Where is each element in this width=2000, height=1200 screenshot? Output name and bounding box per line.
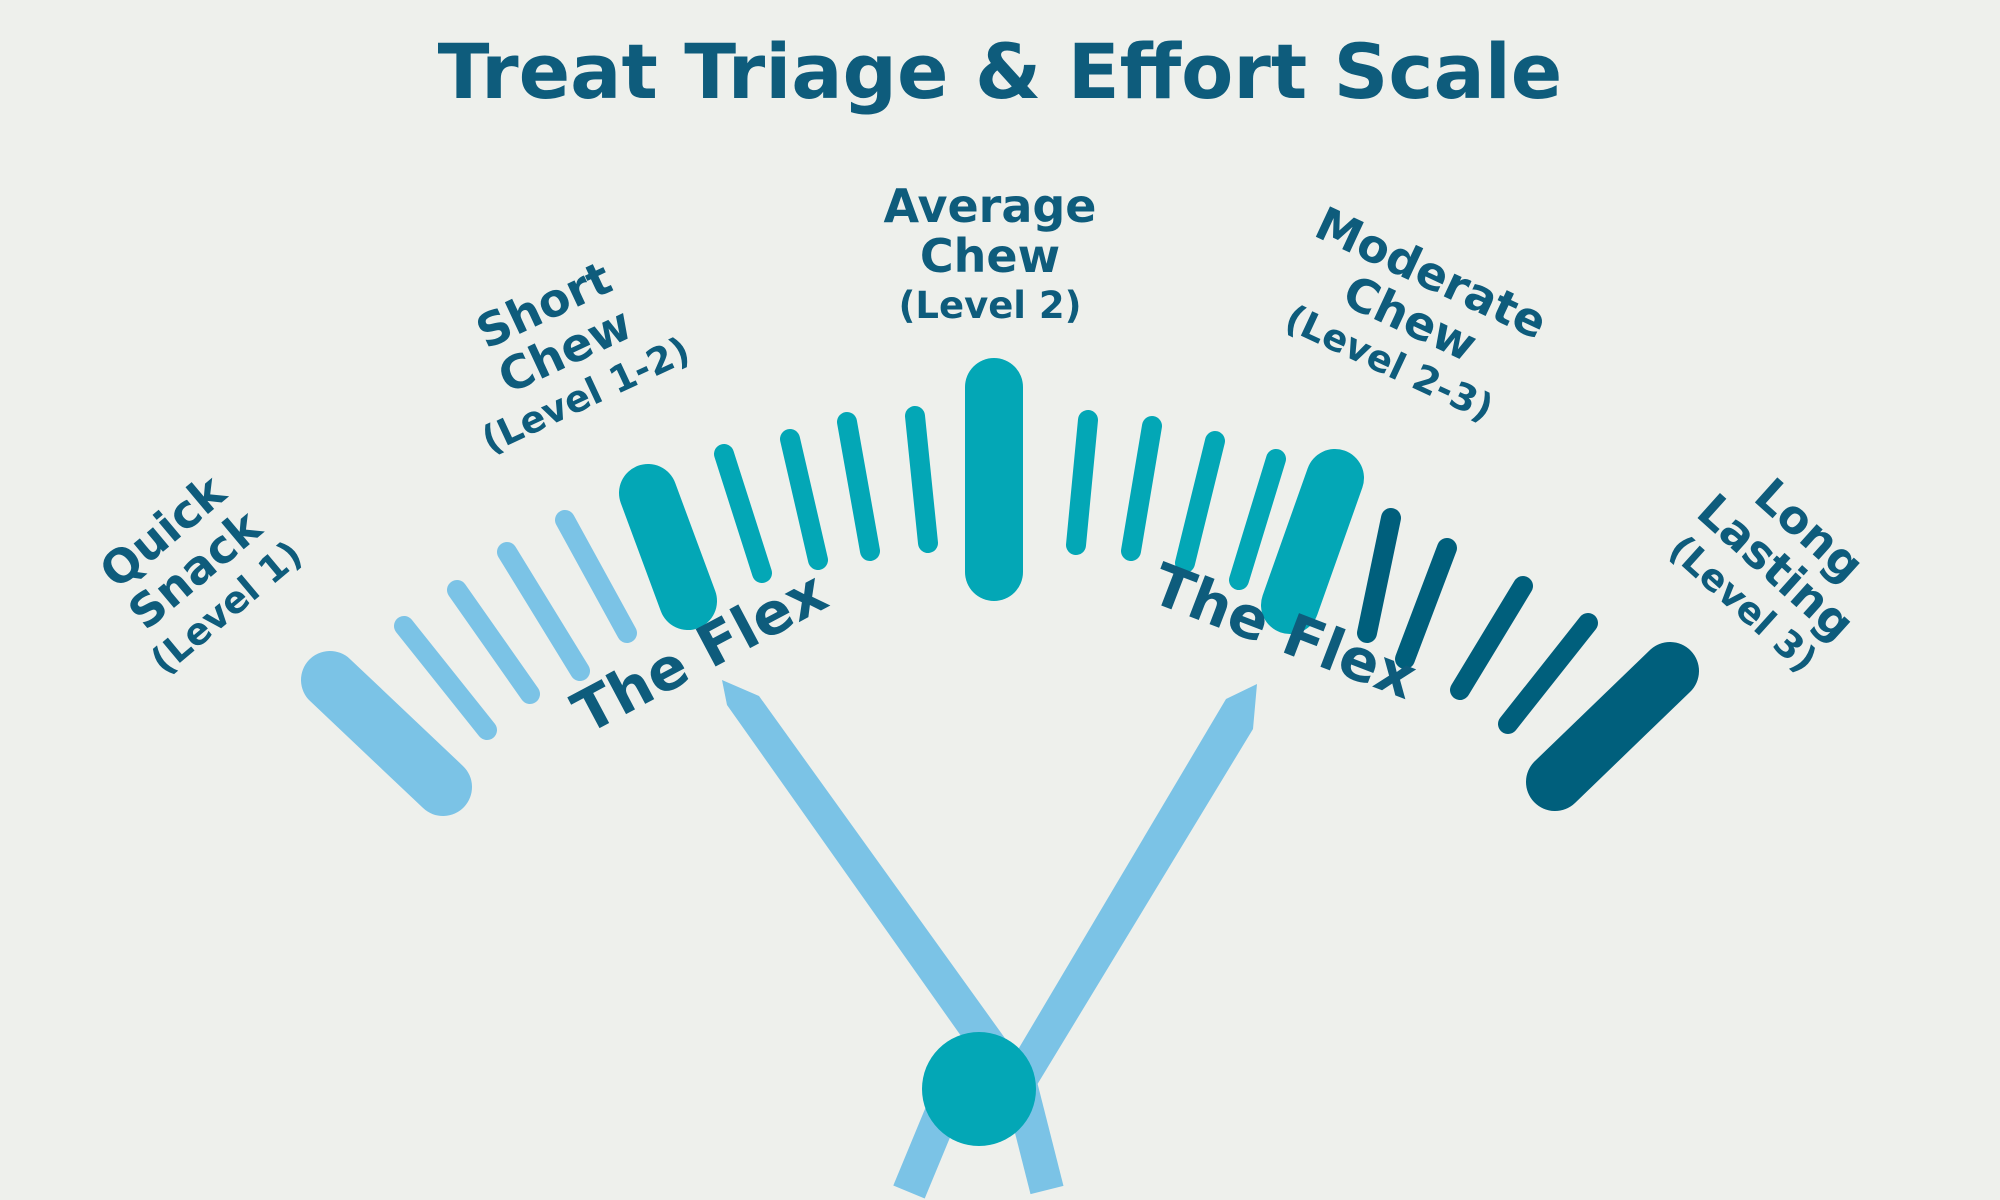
zone-average-chew: Average Chew (Level 2) xyxy=(884,179,1097,327)
zone-name-line2: Chew xyxy=(920,229,1060,283)
zone-level: (Level 2) xyxy=(898,284,1081,327)
gauge-hub xyxy=(922,1032,1036,1146)
major-tick-1 xyxy=(301,651,472,816)
gauge-ticks xyxy=(301,358,1699,816)
needle-left xyxy=(722,680,1035,1101)
major-tick-6 xyxy=(619,464,717,630)
minor-tick-2 xyxy=(394,616,497,740)
needles xyxy=(722,680,1257,1199)
minor-tick-14 xyxy=(1175,431,1225,573)
needle-right xyxy=(1000,684,1257,1103)
minor-tick-20 xyxy=(1498,613,1598,734)
minor-tick-9 xyxy=(837,412,880,561)
minor-tick-17 xyxy=(1357,508,1401,643)
minor-tick-18 xyxy=(1395,538,1457,669)
minor-tick-13 xyxy=(1121,416,1162,561)
zone-name-line1: Average xyxy=(884,179,1097,233)
major-tick-21 xyxy=(1526,642,1699,811)
minor-tick-12 xyxy=(1066,410,1098,555)
minor-tick-19 xyxy=(1450,576,1533,700)
minor-tick-4 xyxy=(497,542,590,681)
minor-tick-10 xyxy=(905,406,938,553)
page-title: Treat Triage & Effort Scale xyxy=(438,27,1563,116)
minor-tick-5 xyxy=(555,510,637,643)
major-tick-16 xyxy=(1261,449,1364,634)
minor-tick-3 xyxy=(447,580,540,704)
minor-tick-8 xyxy=(780,429,828,570)
minor-tick-7 xyxy=(714,444,772,583)
minor-tick-15 xyxy=(1229,449,1286,590)
